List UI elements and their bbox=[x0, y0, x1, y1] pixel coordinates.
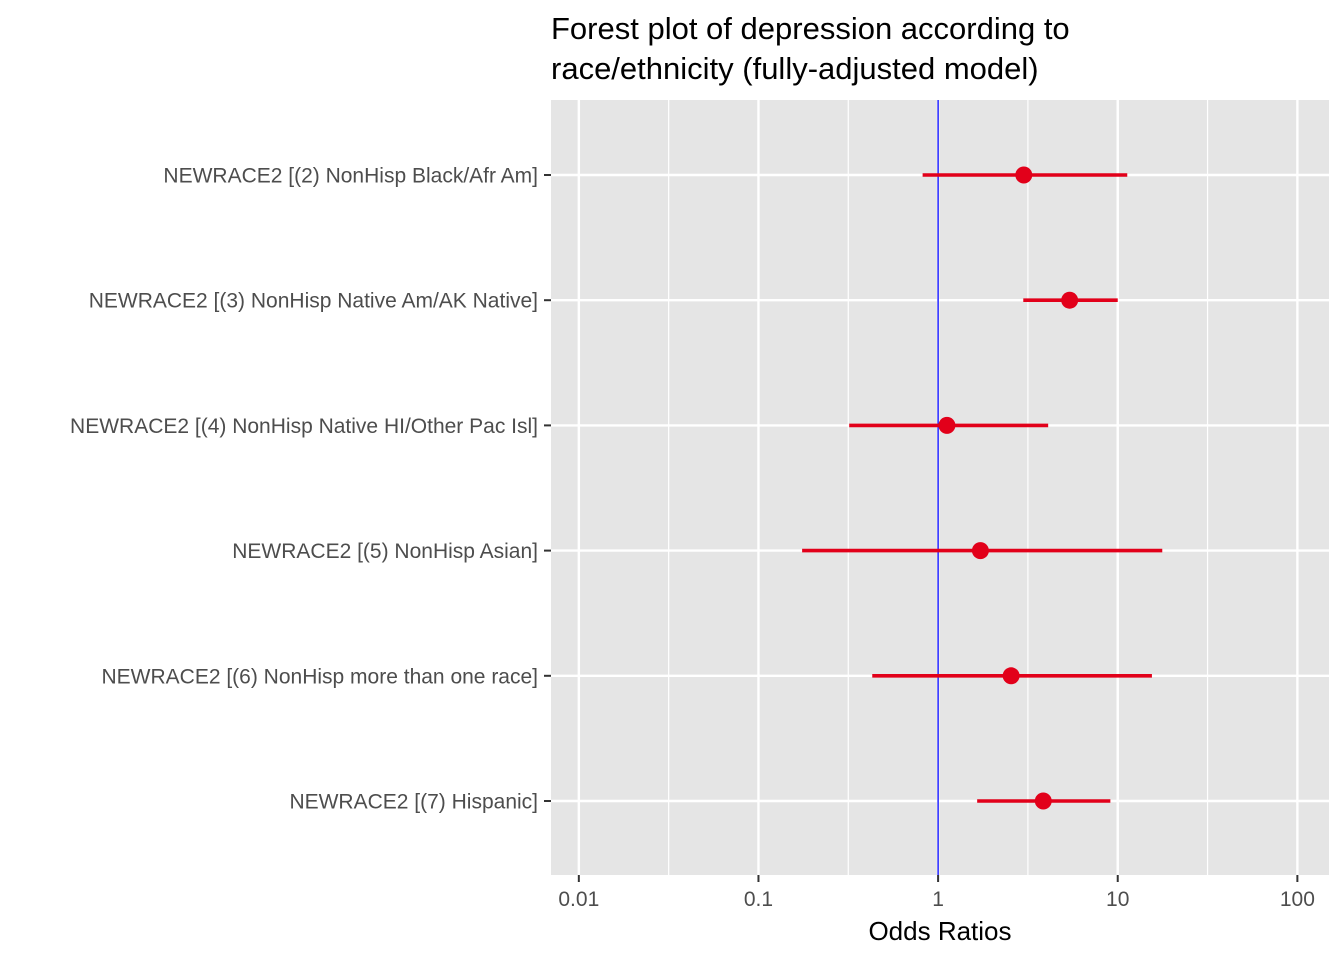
y-tick-label: NEWRACE2 [(6) NonHisp more than one race… bbox=[102, 665, 539, 688]
estimate-point bbox=[938, 416, 956, 434]
chart-title-line-1: Forest plot of depression according to bbox=[551, 11, 1070, 46]
estimate-point bbox=[1002, 667, 1020, 685]
chart-title-line-2: race/ethnicity (fully-adjusted model) bbox=[551, 51, 1039, 86]
x-axis: 0.01 0.1 1 10 100 bbox=[558, 875, 1315, 911]
y-axis: NEWRACE2 [(2) NonHisp Black/Afr Am] NEWRA… bbox=[70, 165, 551, 814]
x-tick-label: 10 bbox=[1106, 888, 1129, 911]
y-tick-label: NEWRACE2 [(4) NonHisp Native HI/Other Pa… bbox=[70, 415, 538, 438]
minor-gridlines bbox=[668, 100, 1209, 875]
y-tick-label: NEWRACE2 [(7) Hispanic] bbox=[289, 791, 538, 814]
x-tick-label: 0.01 bbox=[558, 888, 599, 911]
x-tick-label: 1 bbox=[932, 888, 944, 911]
estimate-point bbox=[1034, 792, 1052, 810]
plot-panel bbox=[551, 100, 1329, 875]
x-tick-label: 0.1 bbox=[744, 888, 773, 911]
y-tick-label: NEWRACE2 [(3) NonHisp Native Am/AK Nativ… bbox=[89, 290, 538, 313]
x-axis-title: Odds Ratios bbox=[868, 916, 1011, 946]
y-tick-label: NEWRACE2 [(5) NonHisp Asian] bbox=[232, 540, 538, 563]
estimate-point bbox=[1015, 166, 1033, 184]
x-tick-label: 100 bbox=[1280, 888, 1315, 911]
y-tick-label: NEWRACE2 [(2) NonHisp Black/Afr Am] bbox=[163, 165, 538, 188]
estimate-point bbox=[1061, 291, 1079, 309]
estimate-point bbox=[971, 542, 989, 560]
data-marks bbox=[802, 166, 1163, 810]
chart-title: Forest plot of depression according to r… bbox=[551, 11, 1070, 86]
